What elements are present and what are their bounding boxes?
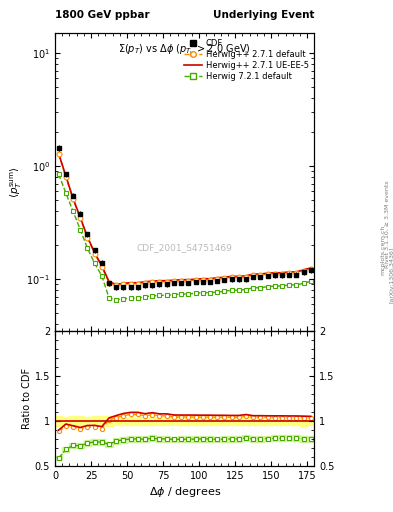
Text: [arXiv:1306.3436]: [arXiv:1306.3436] — [389, 247, 393, 304]
X-axis label: $\Delta\phi$ / degrees: $\Delta\phi$ / degrees — [149, 485, 221, 499]
Text: mcplots.cern.ch: mcplots.cern.ch — [381, 224, 386, 275]
Text: Underlying Event: Underlying Event — [213, 10, 314, 20]
Text: Rivet 3.1.10, ≥ 3.3M events: Rivet 3.1.10, ≥ 3.3M events — [385, 180, 389, 268]
Text: $\Sigma(p_T)$ vs $\Delta\phi$ $(p_{T_{|1}} > 2.0$ GeV$)$: $\Sigma(p_T)$ vs $\Delta\phi$ $(p_{T_{|1… — [118, 42, 251, 59]
Y-axis label: $\langle p_T^{\rm sum}\rangle$: $\langle p_T^{\rm sum}\rangle$ — [8, 166, 24, 198]
Text: 1800 GeV ppbar: 1800 GeV ppbar — [55, 10, 150, 20]
Legend: CDF, Herwig++ 2.7.1 default, Herwig++ 2.7.1 UE-EE-5, Herwig 7.2.1 default: CDF, Herwig++ 2.7.1 default, Herwig++ 2.… — [182, 37, 310, 83]
Y-axis label: Ratio to CDF: Ratio to CDF — [22, 368, 32, 429]
Text: CDF_2001_S4751469: CDF_2001_S4751469 — [137, 243, 233, 252]
